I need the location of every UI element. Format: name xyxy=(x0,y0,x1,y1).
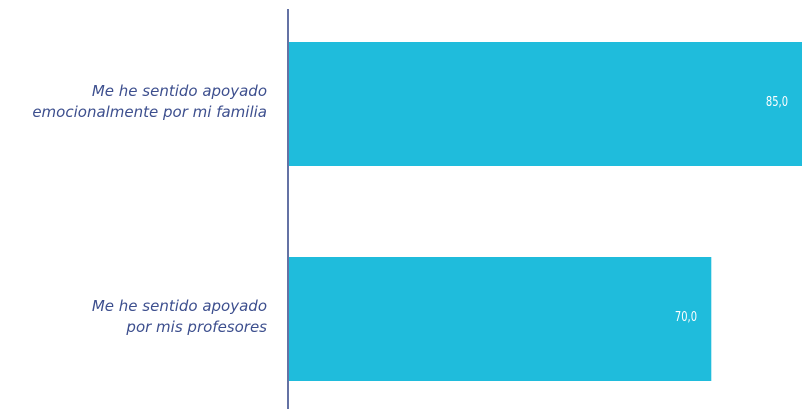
category-label-1-line-2: emocionalmente por mi familia xyxy=(32,103,267,121)
category-label-2: Me he sentido apoyado por mis profesores xyxy=(0,296,267,338)
category-label-2-line-1: Me he sentido apoyado xyxy=(91,297,267,315)
bar-1 xyxy=(289,42,802,166)
category-label-1-line-1: Me he sentido apoyado xyxy=(91,82,267,100)
bar-value-label-1: 85,0 xyxy=(765,95,788,110)
category-label-2-line-2: por mis profesores xyxy=(126,318,267,336)
bar-value-label-2: 70,0 xyxy=(675,310,698,325)
bar-2 xyxy=(289,257,712,381)
category-label-1: Me he sentido apoyado emocionalmente por … xyxy=(0,81,267,123)
